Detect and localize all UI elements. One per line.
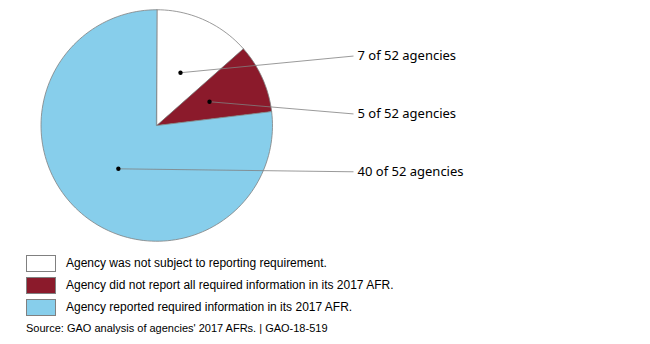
svg-text:40 of 52 agencies: 40 of 52 agencies (358, 162, 464, 180)
html-text:Source: GAO analysis of agenci: Source: GAO analysis of agencies' 2017 A… (26, 322, 328, 334)
svg-text:7 of 52 agencies: 7 of 52 agencies (358, 46, 457, 64)
svg-text:5 of 52 agencies: 5 of 52 agencies (358, 104, 457, 122)
html-text:Agency reported required infor: Agency reported required information in … (66, 300, 353, 314)
html-text:Agency was not subject to repo: Agency was not subject to reporting requ… (66, 256, 327, 270)
html-text:Agency did not report all requ: Agency did not report all required infor… (66, 278, 394, 292)
